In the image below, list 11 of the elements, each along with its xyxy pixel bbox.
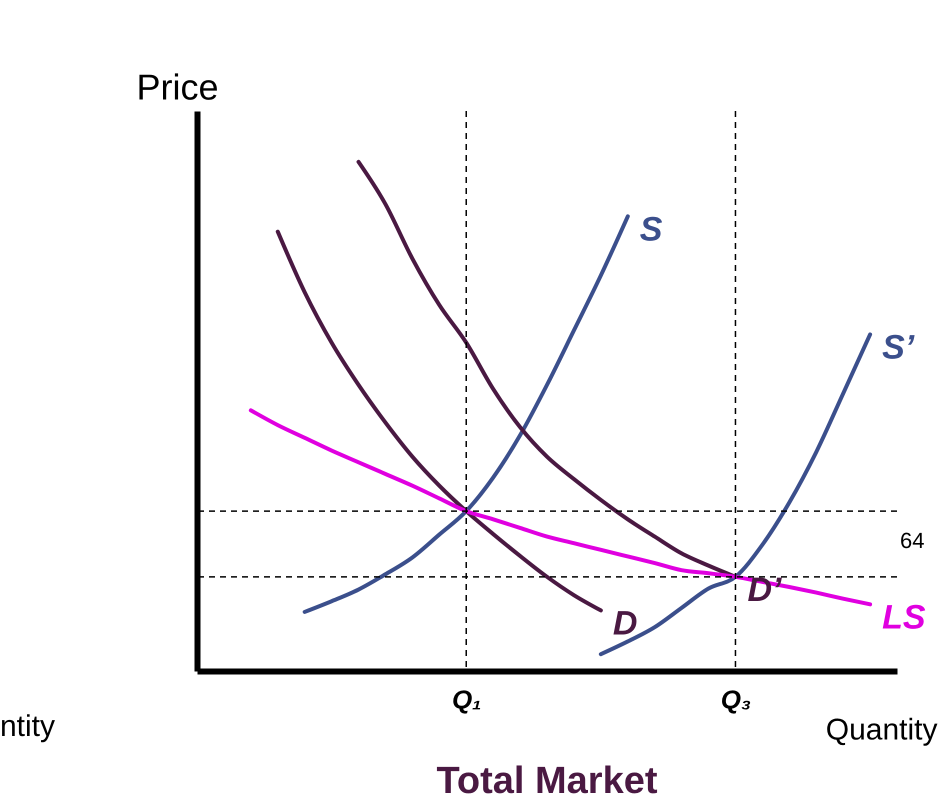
- text: Total Market: [436, 760, 658, 802]
- series-label: S: [640, 210, 663, 248]
- series-label: LS: [882, 598, 926, 636]
- x-tick-label: Q₁: [452, 684, 482, 714]
- note-text: 64: [900, 530, 924, 552]
- note-text: ntity: [0, 712, 56, 742]
- series-label: D: [612, 604, 638, 642]
- series-label: S’: [882, 328, 915, 366]
- y-axis-title: Price: [136, 66, 219, 108]
- x-axis-title: Quantity: [826, 714, 938, 746]
- x-tick-label: Q₃: [720, 684, 752, 714]
